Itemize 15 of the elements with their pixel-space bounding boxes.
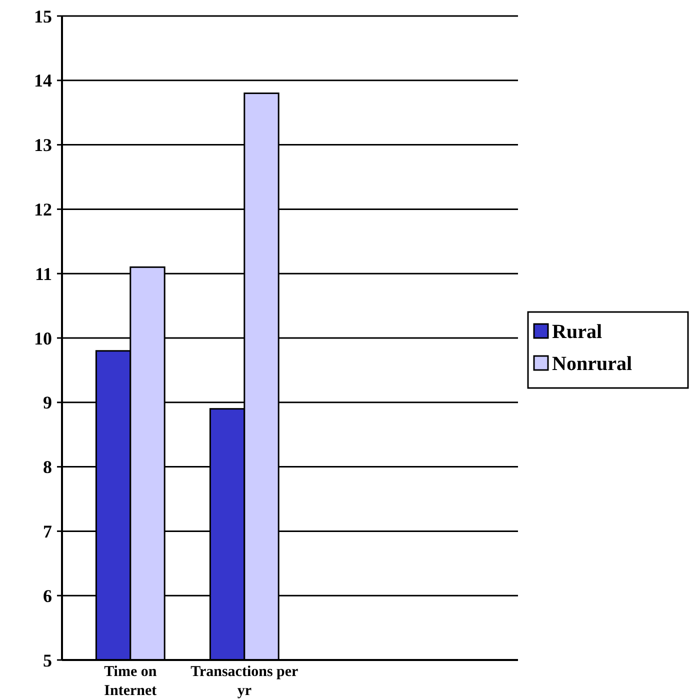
legend-label: Rural — [552, 321, 602, 343]
y-tick-label: 6 — [43, 586, 52, 606]
legend-label: Nonrural — [552, 353, 632, 375]
y-tick-label: 13 — [34, 135, 52, 156]
y-tick-label: 12 — [34, 200, 52, 220]
y-tick-label: 14 — [34, 70, 52, 91]
y-tick-label: 10 — [34, 328, 52, 348]
y-tick-label: 15 — [34, 6, 52, 26]
x-tick-label: Time on Internet — [104, 664, 158, 699]
y-tick-label: 7 — [43, 522, 52, 542]
y-tick-label: 8 — [43, 457, 52, 478]
y-tick-label: 9 — [43, 392, 52, 413]
y-tick-label: 5 — [43, 650, 52, 670]
y-tick-label: 11 — [34, 264, 52, 284]
x-tick-label: Transactions per yr — [190, 664, 299, 699]
